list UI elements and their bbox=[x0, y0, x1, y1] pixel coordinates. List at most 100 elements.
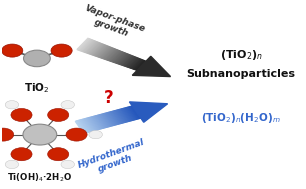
Polygon shape bbox=[93, 116, 103, 129]
Polygon shape bbox=[81, 40, 93, 51]
Polygon shape bbox=[83, 119, 92, 131]
Polygon shape bbox=[112, 111, 122, 123]
Polygon shape bbox=[120, 109, 129, 121]
Polygon shape bbox=[127, 107, 136, 120]
Polygon shape bbox=[124, 108, 133, 120]
Polygon shape bbox=[127, 57, 137, 67]
Polygon shape bbox=[102, 114, 111, 126]
Polygon shape bbox=[97, 46, 108, 57]
Polygon shape bbox=[85, 119, 94, 131]
Polygon shape bbox=[119, 109, 129, 122]
Polygon shape bbox=[101, 114, 110, 126]
Polygon shape bbox=[125, 108, 134, 120]
Polygon shape bbox=[108, 50, 119, 61]
Polygon shape bbox=[106, 50, 117, 60]
Polygon shape bbox=[91, 117, 101, 129]
Polygon shape bbox=[113, 52, 124, 62]
Polygon shape bbox=[78, 39, 90, 50]
Text: Vapor-phase
growth: Vapor-phase growth bbox=[80, 3, 147, 43]
Text: TiO$_2$: TiO$_2$ bbox=[24, 81, 50, 95]
Polygon shape bbox=[120, 55, 130, 65]
Polygon shape bbox=[106, 113, 115, 125]
Polygon shape bbox=[121, 109, 130, 121]
Polygon shape bbox=[131, 59, 141, 69]
Text: Ti(OH)$_4$·2H$_2$O: Ti(OH)$_4$·2H$_2$O bbox=[7, 172, 72, 184]
Polygon shape bbox=[78, 120, 88, 132]
Polygon shape bbox=[103, 114, 112, 126]
Polygon shape bbox=[116, 110, 125, 122]
Circle shape bbox=[48, 108, 69, 122]
Polygon shape bbox=[99, 47, 110, 57]
Circle shape bbox=[0, 128, 14, 141]
Polygon shape bbox=[89, 118, 98, 130]
Polygon shape bbox=[92, 116, 102, 129]
Polygon shape bbox=[96, 115, 106, 128]
Text: (TiO$_2$)$_n$: (TiO$_2$)$_n$ bbox=[220, 48, 263, 62]
Polygon shape bbox=[124, 56, 134, 66]
Polygon shape bbox=[98, 46, 109, 57]
Polygon shape bbox=[75, 121, 85, 133]
Polygon shape bbox=[97, 115, 106, 127]
Polygon shape bbox=[80, 120, 89, 132]
Polygon shape bbox=[122, 56, 132, 65]
Polygon shape bbox=[122, 109, 131, 121]
Polygon shape bbox=[111, 112, 121, 124]
Polygon shape bbox=[112, 52, 123, 62]
Polygon shape bbox=[107, 50, 118, 60]
Polygon shape bbox=[130, 59, 140, 68]
Polygon shape bbox=[105, 49, 116, 60]
Polygon shape bbox=[118, 110, 128, 122]
Polygon shape bbox=[88, 43, 99, 54]
Polygon shape bbox=[105, 113, 114, 125]
Polygon shape bbox=[108, 112, 117, 125]
Polygon shape bbox=[126, 108, 135, 120]
Polygon shape bbox=[91, 44, 103, 55]
Polygon shape bbox=[118, 54, 129, 64]
Polygon shape bbox=[91, 117, 100, 129]
Circle shape bbox=[11, 148, 32, 161]
Polygon shape bbox=[79, 39, 91, 50]
Polygon shape bbox=[87, 118, 96, 130]
Polygon shape bbox=[76, 121, 86, 133]
Polygon shape bbox=[136, 61, 146, 70]
Polygon shape bbox=[84, 41, 95, 52]
Polygon shape bbox=[77, 121, 87, 133]
Circle shape bbox=[61, 101, 74, 109]
Polygon shape bbox=[109, 51, 120, 61]
Polygon shape bbox=[129, 58, 139, 68]
Polygon shape bbox=[82, 119, 91, 132]
Circle shape bbox=[2, 44, 23, 57]
Polygon shape bbox=[135, 60, 145, 70]
Polygon shape bbox=[129, 102, 168, 122]
Text: Hydrothermal
growth: Hydrothermal growth bbox=[77, 138, 150, 180]
Polygon shape bbox=[121, 55, 131, 65]
Circle shape bbox=[66, 128, 87, 141]
Polygon shape bbox=[99, 115, 108, 127]
Circle shape bbox=[24, 50, 50, 67]
Polygon shape bbox=[100, 115, 109, 127]
Polygon shape bbox=[117, 54, 128, 64]
Polygon shape bbox=[123, 108, 132, 121]
Polygon shape bbox=[87, 42, 99, 53]
Circle shape bbox=[48, 148, 69, 161]
Polygon shape bbox=[128, 107, 137, 119]
Polygon shape bbox=[115, 53, 125, 63]
Polygon shape bbox=[128, 58, 138, 67]
Polygon shape bbox=[82, 40, 94, 52]
Polygon shape bbox=[116, 53, 127, 63]
Polygon shape bbox=[123, 56, 133, 66]
Polygon shape bbox=[113, 111, 123, 123]
Polygon shape bbox=[95, 45, 106, 56]
Polygon shape bbox=[102, 48, 113, 59]
Polygon shape bbox=[94, 45, 105, 56]
Polygon shape bbox=[101, 47, 112, 58]
Polygon shape bbox=[84, 119, 93, 131]
Polygon shape bbox=[107, 113, 116, 125]
Polygon shape bbox=[110, 112, 119, 124]
Polygon shape bbox=[114, 111, 124, 123]
Polygon shape bbox=[133, 60, 143, 69]
Polygon shape bbox=[103, 48, 114, 59]
Polygon shape bbox=[86, 118, 95, 131]
Text: Subnanoparticles: Subnanoparticles bbox=[187, 69, 296, 79]
Polygon shape bbox=[90, 117, 99, 129]
